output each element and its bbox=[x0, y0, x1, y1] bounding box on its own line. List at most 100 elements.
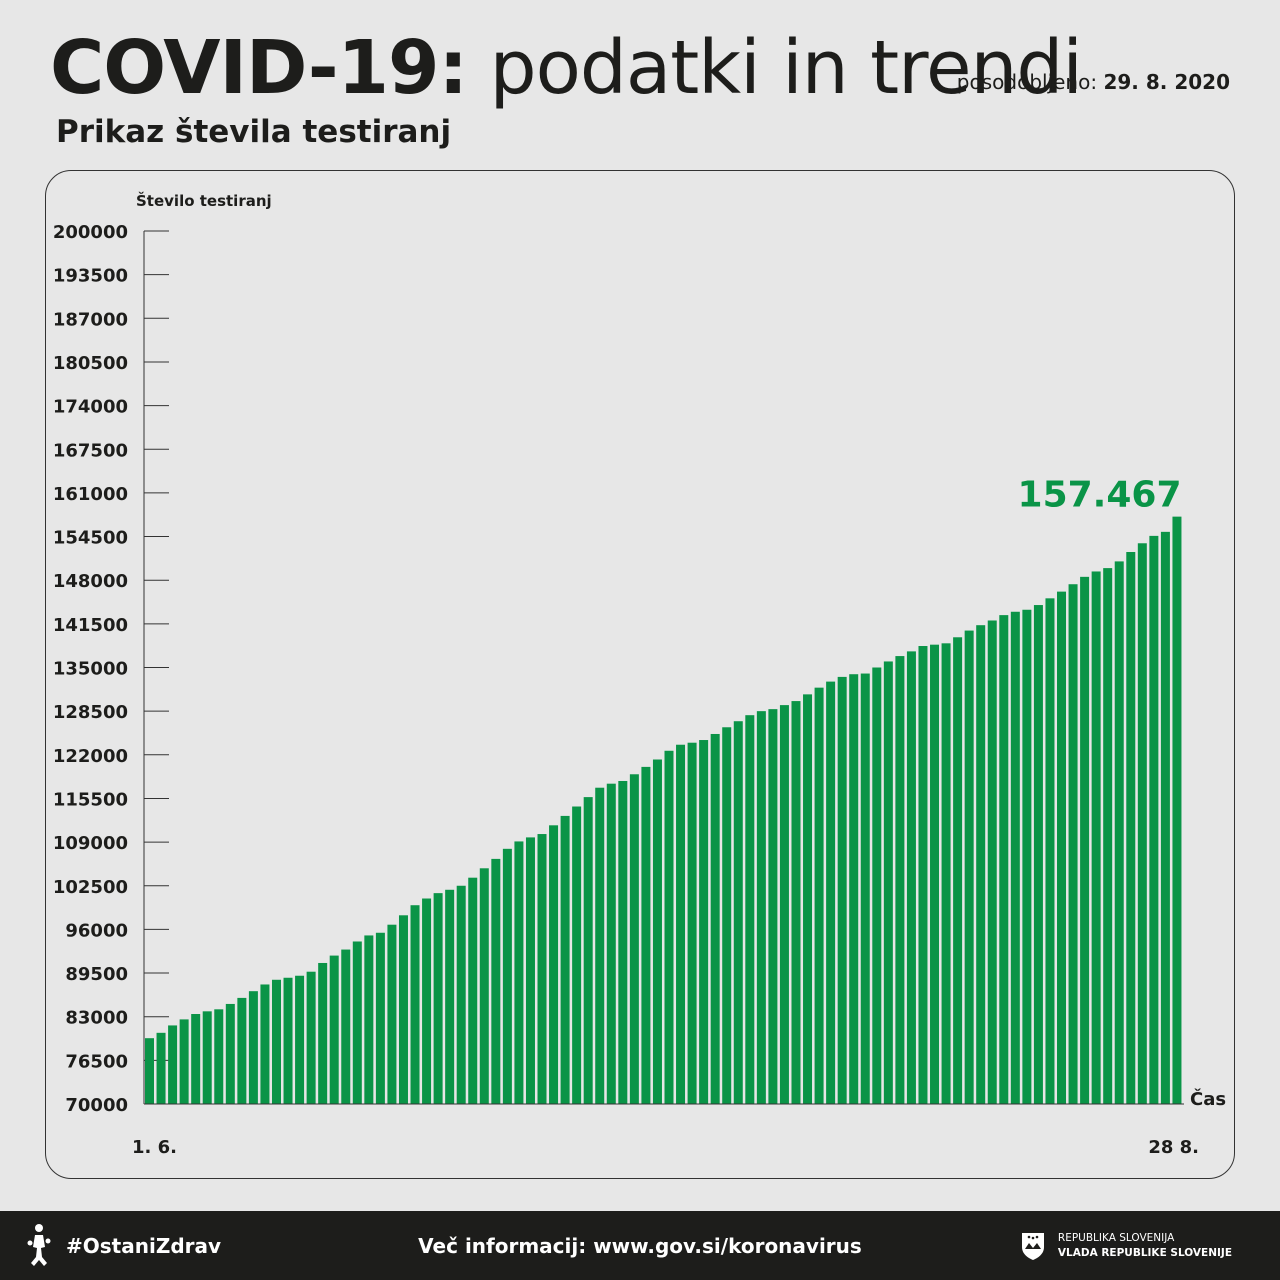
data-bar bbox=[248, 991, 258, 1104]
data-bar bbox=[1172, 516, 1182, 1104]
title-bold: COVID-19: bbox=[50, 25, 468, 111]
data-bar bbox=[537, 834, 547, 1104]
y-tick-label: 102500 bbox=[53, 877, 128, 898]
data-bar bbox=[306, 971, 316, 1104]
data-bar bbox=[560, 815, 570, 1104]
data-bar bbox=[779, 705, 789, 1104]
bar-chart: Število testiranj 200000 193500 187000 18050… bbox=[53, 191, 1226, 1158]
data-bar bbox=[629, 774, 639, 1104]
data-bar bbox=[410, 905, 420, 1104]
data-bar bbox=[1126, 552, 1136, 1104]
x-start-label: 1. 6. bbox=[132, 1137, 177, 1158]
data-bar bbox=[1010, 611, 1020, 1104]
page-title: COVID-19: podatki in trendi bbox=[50, 22, 1083, 114]
data-bar bbox=[364, 935, 374, 1104]
updated-info: posodobljeno: 29. 8. 2020 bbox=[957, 70, 1230, 94]
x-end-label: 28 8. bbox=[1148, 1137, 1199, 1158]
data-bar bbox=[145, 1038, 154, 1104]
data-bar bbox=[883, 661, 893, 1104]
y-tick-label: 109000 bbox=[53, 833, 128, 854]
data-bar bbox=[595, 787, 605, 1104]
coat-of-arms-icon bbox=[1021, 1233, 1044, 1260]
x-axis-label: Čas bbox=[1190, 1088, 1226, 1110]
y-tick-label: 193500 bbox=[53, 266, 128, 287]
data-bar bbox=[814, 687, 824, 1104]
data-bar bbox=[468, 877, 478, 1104]
data-bar bbox=[849, 674, 859, 1104]
y-tick-label: 148000 bbox=[53, 571, 128, 592]
virus-figure-icon bbox=[27, 1223, 51, 1266]
chart-subtitle: Prikaz števila testiranj bbox=[56, 114, 452, 150]
hashtag-block: #OstaniZdrav bbox=[26, 1211, 221, 1280]
data-bar bbox=[860, 673, 870, 1104]
y-tick-label: 89500 bbox=[65, 964, 128, 985]
data-bar bbox=[260, 984, 270, 1104]
data-bar bbox=[872, 667, 882, 1104]
y-tick-label: 180500 bbox=[53, 353, 128, 374]
data-bar bbox=[1057, 591, 1067, 1104]
data-bar bbox=[895, 656, 905, 1104]
title-light: podatki in trendi bbox=[489, 25, 1083, 111]
highlight-value: 157.467 bbox=[1018, 475, 1182, 516]
data-bar bbox=[572, 806, 582, 1104]
data-bar bbox=[999, 615, 1009, 1104]
y-axis-label: Število testiranj bbox=[136, 191, 272, 210]
data-bar bbox=[387, 924, 397, 1104]
data-bar bbox=[549, 825, 559, 1104]
data-bar bbox=[525, 837, 535, 1104]
data-bar bbox=[1091, 571, 1101, 1104]
data-bar bbox=[941, 643, 951, 1104]
data-bar bbox=[271, 979, 281, 1104]
data-bar bbox=[191, 1014, 201, 1104]
y-tick-label: 96000 bbox=[65, 920, 128, 941]
y-tick-label: 122000 bbox=[53, 746, 128, 767]
chart-panel: Število testiranj 200000 193500 187000 18050… bbox=[45, 170, 1235, 1179]
data-bar bbox=[456, 885, 466, 1104]
data-bar bbox=[791, 701, 801, 1104]
data-bar bbox=[1137, 543, 1147, 1104]
gov-line-1: REPUBLIKA SLOVENIJA bbox=[1057, 1232, 1175, 1244]
data-bar bbox=[618, 780, 628, 1104]
data-bar bbox=[1033, 605, 1043, 1104]
data-bar bbox=[295, 975, 305, 1104]
data-bar bbox=[1068, 584, 1078, 1104]
data-bar bbox=[1160, 531, 1170, 1104]
data-bar bbox=[1080, 576, 1090, 1104]
data-bar bbox=[837, 676, 847, 1104]
data-bar bbox=[341, 949, 351, 1104]
data-bar bbox=[733, 721, 743, 1104]
data-bar bbox=[710, 733, 720, 1104]
data-bar bbox=[826, 681, 836, 1104]
data-bar bbox=[583, 797, 593, 1104]
data-bar bbox=[641, 766, 651, 1104]
data-bar bbox=[1022, 609, 1032, 1104]
data-bar bbox=[225, 1003, 235, 1104]
data-bar bbox=[1149, 535, 1159, 1104]
data-bar bbox=[722, 727, 732, 1104]
data-bar bbox=[953, 637, 963, 1104]
y-tick-label: 83000 bbox=[65, 1008, 128, 1029]
y-tick-label: 115500 bbox=[53, 789, 128, 810]
y-tick-label: 76500 bbox=[65, 1051, 128, 1072]
y-tick-label: 141500 bbox=[53, 615, 128, 636]
data-bar bbox=[422, 898, 432, 1104]
y-tick-label: 70000 bbox=[65, 1095, 128, 1116]
updated-date: 29. 8. 2020 bbox=[1103, 70, 1230, 94]
data-bar bbox=[1045, 598, 1055, 1104]
y-tick-label: 174000 bbox=[53, 397, 128, 418]
data-bar bbox=[906, 651, 916, 1104]
info-link[interactable]: Več informacij: www.gov.si/koronavirus bbox=[418, 1233, 862, 1258]
data-bar bbox=[514, 841, 524, 1104]
data-bar bbox=[329, 955, 339, 1104]
y-tick-label: 187000 bbox=[53, 309, 128, 330]
data-bar bbox=[202, 1011, 212, 1104]
data-bar bbox=[930, 644, 940, 1104]
y-tick-label: 167500 bbox=[53, 440, 128, 461]
gov-line-2: VLADA REPUBLIKE SLOVENIJE bbox=[1057, 1247, 1232, 1259]
data-bar bbox=[664, 750, 674, 1104]
data-bar bbox=[687, 742, 697, 1104]
data-bar bbox=[283, 977, 293, 1104]
data-bar bbox=[652, 759, 662, 1104]
data-bar bbox=[179, 1019, 189, 1104]
data-bar bbox=[768, 709, 778, 1104]
